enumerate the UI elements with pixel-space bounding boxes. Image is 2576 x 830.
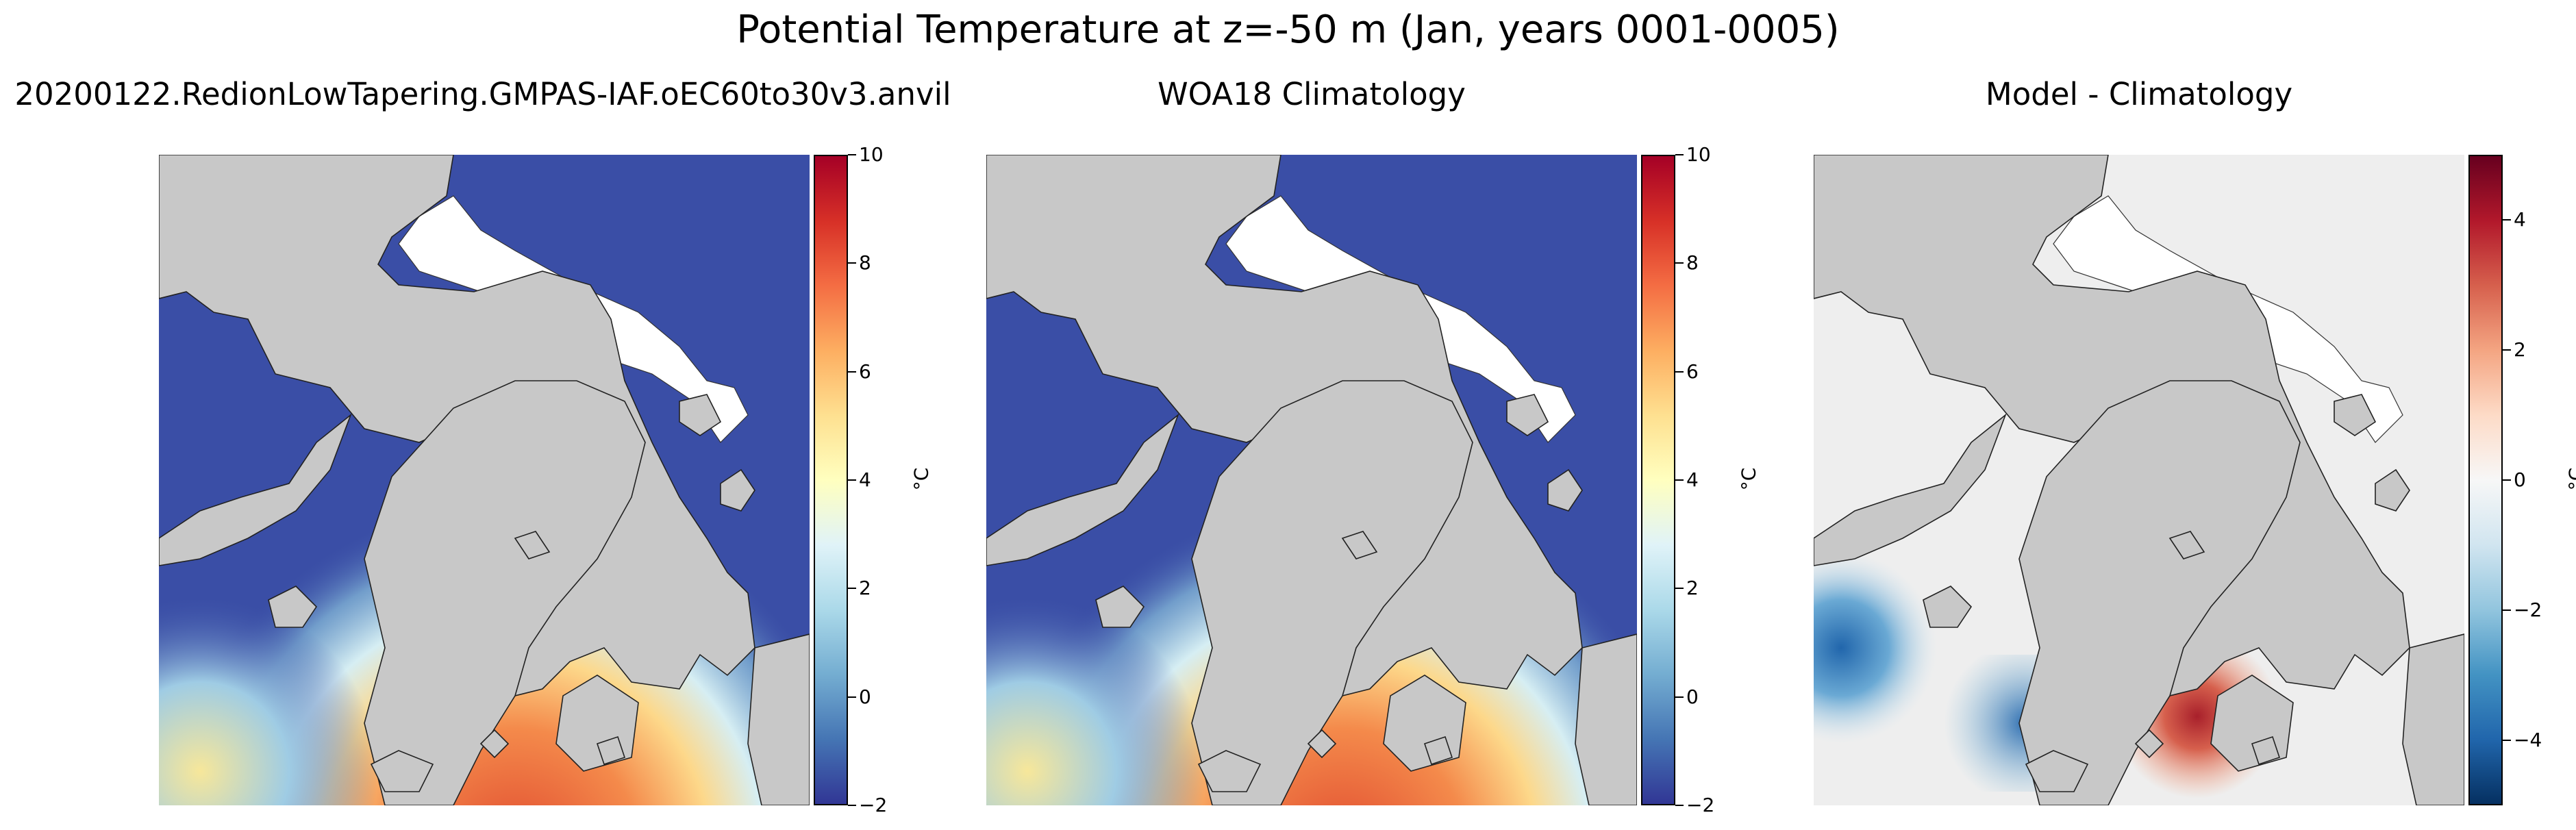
colorbar-tick-label: −2	[859, 794, 888, 816]
labrador-sea-water	[986, 600, 1226, 805]
island	[1307, 729, 1337, 759]
colorbar-tick-label: 8	[1686, 251, 1699, 275]
eurasia-landmass	[1814, 155, 2410, 718]
island	[720, 468, 755, 512]
eastern-landmass	[2402, 633, 2464, 805]
island	[2251, 735, 2281, 766]
colorbar-tick	[1675, 370, 1684, 373]
colorbar-tick-label: −2	[2514, 599, 2542, 621]
colorbar-tick	[2503, 609, 2511, 611]
colorbar-unit-label: °C	[2564, 467, 2576, 491]
colorbar-tick-label: 2	[2514, 338, 2526, 361]
island	[479, 729, 510, 759]
island	[596, 735, 626, 766]
colorbar-tick	[848, 479, 856, 481]
island	[1095, 586, 1145, 628]
island	[2134, 729, 2164, 759]
model-colorbar	[814, 155, 848, 805]
colorbar-tick	[1675, 262, 1684, 264]
island	[1506, 394, 1549, 436]
island	[1423, 735, 1453, 766]
island	[1923, 586, 1973, 628]
eurasia-landmass	[159, 155, 755, 718]
difference-colorbar	[2468, 155, 2503, 805]
colorbar-tick-label: 6	[859, 360, 871, 383]
colorbar-tick-label: 2	[1686, 577, 1699, 600]
labrador-sea-water	[159, 600, 399, 805]
island	[2168, 531, 2205, 559]
colorbar-tick	[1675, 154, 1684, 155]
model-temperature-map	[159, 155, 810, 805]
panel-1-title: 20200122.RedionLowTapering.GMPAS-IAF.oEC…	[14, 76, 951, 112]
colorbar-unit-label: °C	[1737, 467, 1760, 491]
island	[1341, 531, 1378, 559]
colorbar-tick-label: 10	[859, 143, 884, 166]
canada-landmass	[159, 413, 352, 566]
canada-landmass	[1814, 413, 2007, 566]
colorbar-tick-label: −4	[2514, 729, 2542, 751]
eurasia-landmass	[986, 155, 1583, 718]
colorbar-tick	[1675, 805, 1684, 806]
colorbar-tick-label: 4	[859, 468, 871, 491]
canada-landmass	[986, 413, 1179, 566]
eastern-landmass	[1575, 633, 1637, 805]
colorbar-tick-label: 4	[1686, 468, 1699, 491]
island	[1547, 468, 1583, 512]
colorbar-tick	[2503, 349, 2511, 351]
colorbar-tick	[848, 805, 856, 806]
colorbar-tick	[848, 370, 856, 373]
greenland-landmass	[1191, 380, 1473, 805]
eastern-landmass	[747, 633, 810, 805]
greenland-landmass	[2018, 380, 2301, 805]
difference-temperature-map	[1814, 155, 2464, 805]
iceland-landmass	[370, 750, 434, 792]
greenland-landmass	[364, 380, 646, 805]
island	[268, 586, 318, 628]
island	[2334, 394, 2377, 436]
colorbar-unit-label: °C	[910, 467, 933, 491]
climatology-temperature-map	[986, 155, 1637, 805]
colorbar-tick-label: −2	[1686, 794, 1715, 816]
colorbar-tick	[848, 696, 856, 698]
colorbar-tick	[2503, 219, 2511, 221]
climatology-colorbar	[1641, 155, 1675, 805]
colorbar-tick	[2503, 479, 2511, 481]
panel-3-title: Model - Climatology	[1985, 76, 2293, 112]
colorbar-tick	[1675, 479, 1684, 481]
iceland-landmass	[2025, 750, 2089, 792]
colorbar-tick-label: 0	[859, 685, 871, 708]
island	[679, 394, 722, 436]
colorbar-tick	[848, 262, 856, 264]
colorbar-tick	[1675, 696, 1684, 698]
island	[2375, 468, 2410, 512]
colorbar-tick-label: 8	[859, 251, 871, 275]
colorbar-tick	[2503, 740, 2511, 741]
colorbar-tick-label: 10	[1686, 143, 1711, 166]
colorbar-tick	[848, 154, 856, 155]
panel-2-title: WOA18 Climatology	[1158, 76, 1466, 112]
figure-suptitle: Potential Temperature at z=-50 m (Jan, y…	[736, 8, 1840, 52]
colorbar-tick-label: 4	[2514, 208, 2526, 231]
colorbar-tick-label: 6	[1686, 360, 1699, 383]
colorbar-tick-label: 0	[1686, 685, 1699, 708]
colorbar-tick	[1675, 588, 1684, 590]
colorbar-tick-label: 2	[859, 577, 871, 600]
iceland-landmass	[1197, 750, 1262, 792]
colorbar-tick	[848, 588, 856, 590]
colorbar-tick-label: 0	[2514, 468, 2526, 491]
island	[514, 531, 551, 559]
